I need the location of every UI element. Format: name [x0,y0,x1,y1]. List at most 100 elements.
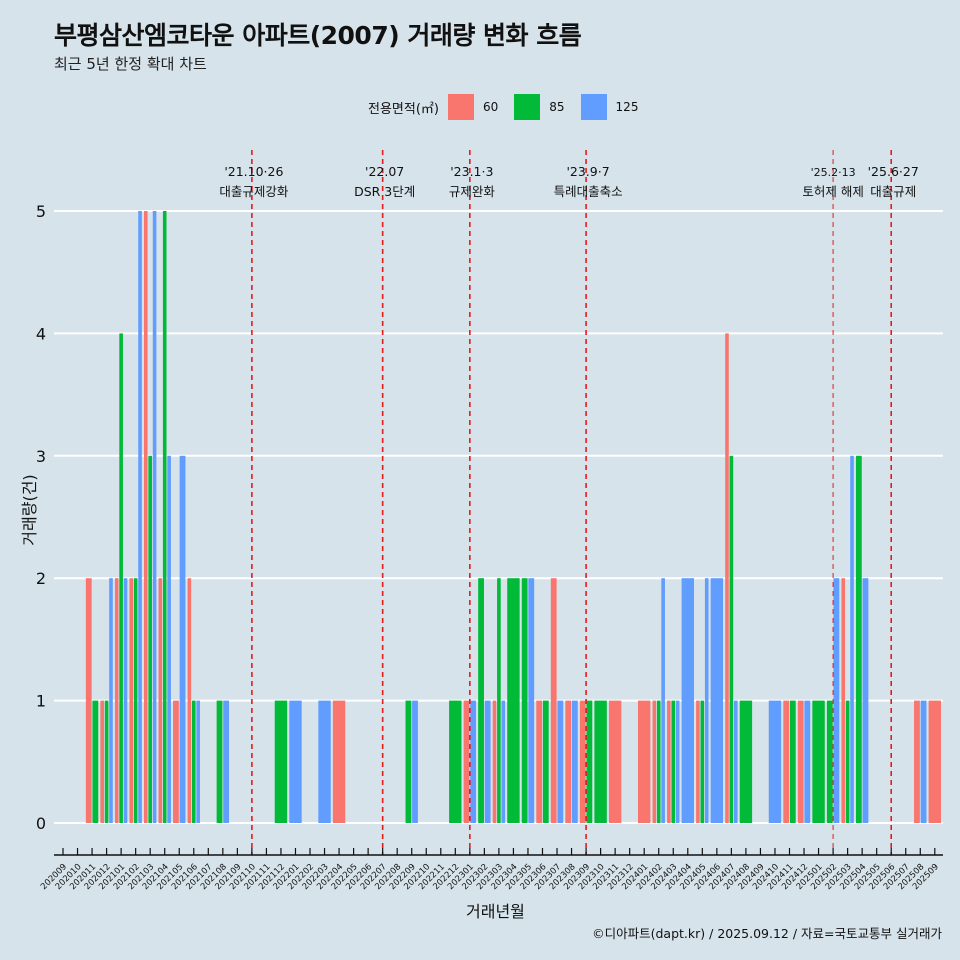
bar-85-202102 [133,578,138,823]
bar-85-202012 [104,700,109,823]
legend-key-85 [514,94,541,120]
bar-85-202305 [521,578,528,823]
bar-125-202403 [675,700,680,823]
y-tick-label: 1 [36,692,46,711]
bar-125-202502 [833,578,840,823]
bar-60-202407 [725,333,729,823]
bar-60-202508 [914,700,920,823]
bar-125-202305 [528,578,535,823]
bar-60-202103 [143,211,148,823]
bar-125-202407 [733,700,738,823]
bar-60-202412 [797,700,804,823]
bar-85-202303 [497,578,501,823]
bar-60-202105 [173,700,179,823]
legend-key-125 [580,94,607,120]
bar-60-202301 [463,700,470,823]
event-date: '23.1·3 [450,164,493,179]
bar-85-202304 [507,578,520,823]
bar-125-202405 [704,578,709,823]
legend-label-125: 125 [615,100,639,114]
bar-60-202311 [608,700,622,823]
bar-125-202104 [167,455,171,823]
bar-60-202308 [565,700,572,823]
event-label: 규제완화 [449,184,496,199]
bar-60-202509 [928,700,941,823]
bar-85-202405 [700,700,705,823]
bar-85-202310 [594,700,607,823]
bar-60-202411 [783,700,790,823]
bar-60-202104 [158,578,163,823]
legend-label-60: 60 [482,100,499,114]
legend-title: 전용면적(㎡) [368,101,439,117]
bar-85-202407 [729,455,734,823]
bar-125-202012 [109,578,113,823]
bar-125-202410 [768,700,782,823]
event-date: '22.07 [365,164,404,179]
bar-85-202503 [845,700,850,823]
event-date: '25.6·27 [868,164,919,179]
x-axis-title: 거래년월 [466,902,525,921]
bar-125-202201 [289,700,302,823]
bar-125-202307 [557,700,564,823]
bar-125-202302 [484,700,491,823]
bar-125-202108 [223,700,230,823]
bar-60-202101 [114,578,119,823]
event-date: '21.10·26 [224,164,283,179]
bar-85-202011 [92,700,99,823]
bar-125-202503 [850,455,854,823]
bar-125-202105 [179,455,186,823]
bar-60-202303 [492,700,497,823]
bar-60-202204 [332,700,346,823]
bar-85-202104 [162,211,167,823]
bar-60-202402 [652,700,657,823]
y-axis-title: 거래량(건) [20,474,39,546]
bar-125-202308 [571,700,578,823]
bar-60-202309 [579,700,586,823]
event-date: '23.9·7 [566,164,609,179]
bar-125-202508 [920,700,927,823]
bar-125-202504 [862,578,869,823]
bar-85-202411 [789,700,796,823]
bar-125-202103 [152,211,157,823]
bar-125-202404 [681,578,694,823]
bar-125-202209 [412,700,418,823]
bar-125-202412 [804,700,811,823]
event-label: 대출규제강화 [219,184,289,199]
bar-125-202303 [501,700,506,823]
y-tick-label: 0 [36,814,46,833]
y-tick-label: 3 [36,447,46,466]
bar-85-202101 [119,333,123,823]
bar-60-202405 [696,700,700,823]
bar-85-202309 [586,700,593,823]
bar-85-202403 [671,700,676,823]
bar-85-202504 [855,455,862,823]
bar-60-202012 [100,700,104,823]
y-tick-label: 2 [36,569,46,588]
y-tick-label: 5 [36,202,46,221]
y-tick-label: 4 [36,324,46,343]
event-label: DSR 3단계 [354,184,415,199]
bar-60-202011 [85,578,92,823]
bar-85-202112 [274,700,288,823]
bar-125-202106 [196,700,200,823]
bar-125-202406 [710,578,724,823]
bar-85-202209 [405,700,412,823]
event-label: 대출규제 [870,184,916,199]
bar-125-202203 [318,700,331,823]
bar-125-202101 [123,578,128,823]
bar-85-202408 [739,700,753,823]
event-date: '25.2·13 [811,166,856,179]
bar-85-202501 [812,700,825,823]
bar-60-202403 [667,700,671,823]
bar-125-202102 [138,211,142,823]
legend-label-85: 85 [549,100,565,114]
legend-key-60 [447,94,474,120]
bar-85-202306 [542,700,549,823]
bar-60-202401 [638,700,651,823]
chart-title: 부평삼산엠코타운 아파트(2007) 거래량 변화 흐름 [54,21,582,50]
event-label: 특례대출축소 [554,184,623,199]
chart-subtitle: 최근 5년 한정 확대 차트 [54,55,207,73]
bar-85-202502 [826,700,833,823]
bar-85-202108 [216,700,223,823]
